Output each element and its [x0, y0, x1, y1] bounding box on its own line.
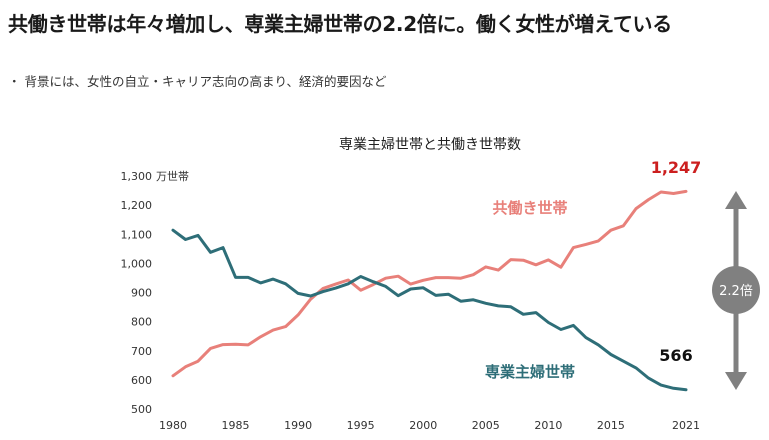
y-tick-label: 900: [131, 287, 152, 300]
bullet-text: 背景には、女性の自立・キャリア志向の高まり、経済的要因など: [24, 74, 387, 89]
y-tick-label: 800: [131, 316, 152, 329]
line-dual-income: [171, 189, 688, 378]
x-tick-label: 1995: [347, 419, 375, 432]
y-tick-label: 1,100: [121, 228, 153, 241]
bullet-point: ・背景には、女性の自立・キャリア志向の高まり、経済的要因など: [8, 71, 387, 90]
y-tick-label: 1,200: [121, 199, 153, 212]
x-tick-label: 1980: [159, 419, 187, 432]
chart-title: 専業主婦世帯と共働き世帯数: [339, 136, 521, 153]
series-name-housewife: 専業主婦世帯: [485, 363, 575, 381]
x-tick-label: 2010: [534, 419, 562, 432]
y-tick-label: 1,300: [121, 170, 153, 183]
x-tick-label: 2021: [672, 419, 700, 432]
line-housewife: [171, 228, 688, 392]
arrow-down-head: [725, 372, 747, 390]
x-tick-label: 2005: [472, 419, 500, 432]
arrow-up-head: [725, 191, 747, 209]
x-tick-label: 1990: [284, 419, 312, 432]
bullet-marker: ・: [8, 74, 21, 89]
x-tick-label: 1985: [222, 419, 250, 432]
end-value-dual-income: 1,247: [651, 158, 702, 177]
ratio-badge: [712, 266, 760, 314]
y-tick-label: 700: [131, 345, 152, 358]
ratio-arrow: 2.2倍: [712, 191, 760, 390]
x-axis: 1980 1985 1990 1995 2000 2005 2010 2015 2021: [159, 419, 700, 432]
plot-area: [171, 189, 688, 392]
x-tick-label: 2015: [597, 419, 625, 432]
y-tick-label: 1,000: [121, 257, 153, 270]
end-value-housewife: 566: [659, 346, 692, 365]
ratio-label: 2.2倍: [719, 284, 753, 299]
y-tick-label: 500: [131, 403, 152, 416]
series-name-dual-income: 共働き世帯: [492, 199, 567, 217]
y-tick-label: 600: [131, 374, 152, 387]
headline: 共働き世帯は年々増加し、専業主婦世帯の2.2倍に。働く女性が増えている: [8, 12, 672, 36]
y-axis: 500 600 700 800 900 1,000 1,100 1,200 1,300: [121, 170, 153, 416]
y-axis-unit: 万世帯: [156, 170, 189, 183]
x-tick-label: 2000: [409, 419, 437, 432]
